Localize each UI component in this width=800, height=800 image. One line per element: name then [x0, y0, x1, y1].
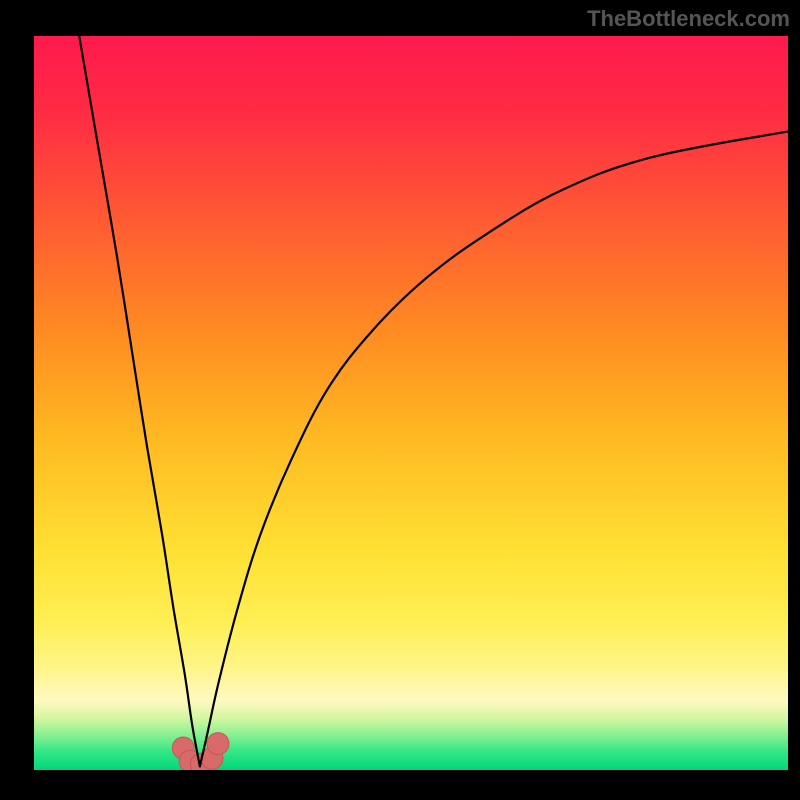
chart-svg — [34, 36, 788, 770]
chart-plot-area — [34, 36, 788, 770]
watermark-text: TheBottleneck.com — [587, 6, 790, 32]
